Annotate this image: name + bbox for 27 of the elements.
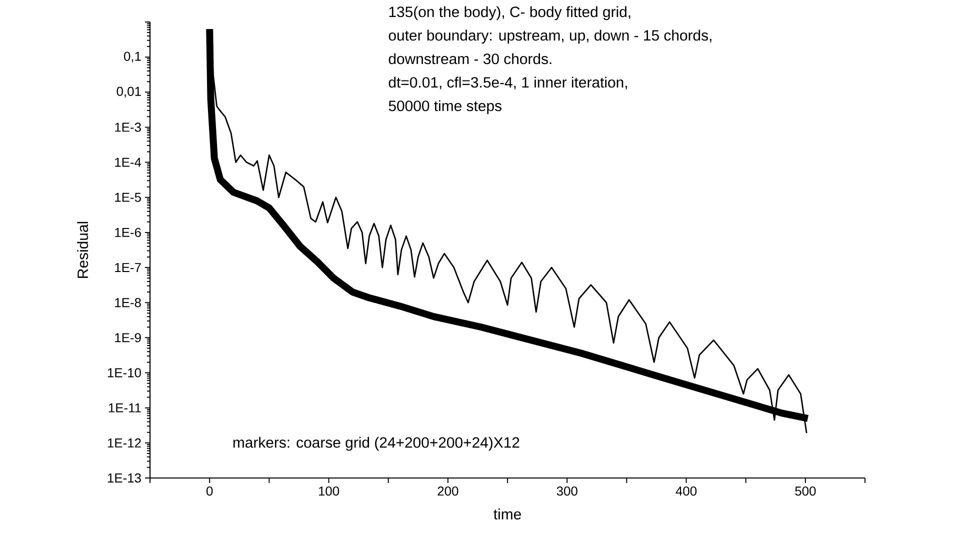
y-tick-label: 1E-5 bbox=[115, 192, 141, 202]
y-tick-label: 1E-8 bbox=[115, 298, 141, 308]
y-tick-label: 1E-10 bbox=[108, 368, 141, 378]
annotation: downstream - 30 chords. bbox=[388, 53, 552, 64]
x-tick-label: 200 bbox=[438, 486, 458, 496]
y-tick-label: 0,1 bbox=[124, 52, 141, 62]
annotation: 50000 time steps bbox=[388, 100, 502, 114]
x-tick-label: 0 bbox=[206, 486, 213, 496]
annotation: dt=0.01, cfl=3.5e-4, 1 inner iteration, bbox=[388, 76, 627, 90]
y-tick-label: 1E-6 bbox=[115, 228, 141, 238]
y-tick-label: 1E-13 bbox=[108, 473, 141, 483]
y-tick-label: 0,01 bbox=[116, 86, 141, 98]
x-tick-label: 300 bbox=[556, 486, 578, 496]
y-tick-label: 1E-3 bbox=[115, 122, 141, 132]
annotation: outer boundary: upstream, up, down - 15 chords, bbox=[388, 30, 712, 44]
x-tick-label: 100 bbox=[318, 486, 340, 496]
annotation: markers: coarse grid (24+200+200+24)X12 bbox=[233, 436, 520, 451]
y-axis-title: Residual bbox=[77, 222, 88, 278]
x-tick-label: 400 bbox=[676, 486, 697, 496]
y-tick-label: 1E-4 bbox=[115, 158, 142, 167]
y-tick-label: 1E-9 bbox=[115, 333, 141, 342]
y-tick-label: 1E-11 bbox=[108, 403, 141, 412]
x-axis-title: time bbox=[494, 508, 521, 520]
text: 135(on the body), C- body fitted grid, bbox=[389, 6, 630, 20]
x-tick-label: 500 bbox=[795, 486, 816, 496]
y-tick-label: 1E-12 bbox=[108, 438, 141, 448]
y-tick-label: 1E-7 bbox=[115, 263, 141, 272]
